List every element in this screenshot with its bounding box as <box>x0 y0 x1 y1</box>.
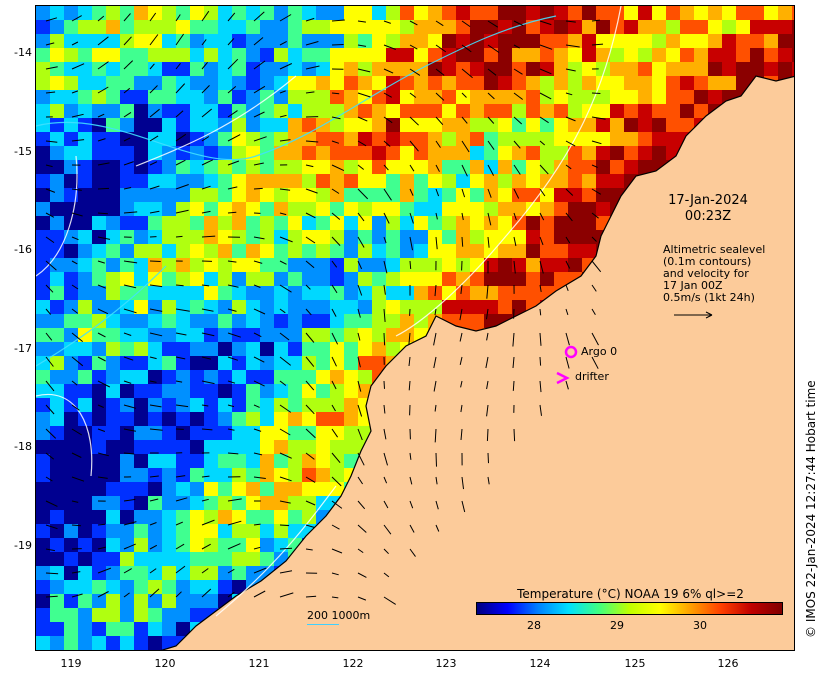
credit-text: © IMOS 22-Jan-2024 12:27:44 Hobart time <box>804 380 818 638</box>
lat-label-19: -19 <box>14 539 32 552</box>
note-line: 0.5m/s (1kt 24h) <box>663 291 755 304</box>
colorbar-title: Temperature (°C) NOAA 19 6% ql>=2 <box>517 587 744 601</box>
note-line: Altimetric sealevel <box>663 243 766 256</box>
depth-scale-line <box>307 624 339 625</box>
date-title: 17-Jan-2024 00:23Z <box>648 193 768 225</box>
reference-vector <box>674 311 713 319</box>
lon-label-124: 124 <box>529 657 551 670</box>
drifter-label: drifter <box>575 370 609 383</box>
cyan-contours <box>36 15 557 367</box>
lon-label-121: 121 <box>248 657 270 670</box>
lon-label-119: 119 <box>60 657 82 670</box>
drifter-icon <box>556 371 570 385</box>
altimetry-note: Altimetric sealevel (0.1m contours) and … <box>663 244 765 304</box>
lon-label-120: 120 <box>154 657 176 670</box>
lon-label-126: 126 <box>717 657 739 670</box>
colorbar-tick-28: 28 <box>527 619 541 632</box>
date-line: 17-Jan-2024 <box>668 193 748 208</box>
colorbar-tick-30: 30 <box>693 619 707 632</box>
argo-icon <box>564 345 578 359</box>
lon-label-122: 122 <box>342 657 364 670</box>
lat-label-14: -14 <box>14 46 32 59</box>
land-mass <box>160 75 794 650</box>
colorbar-tick-29: 29 <box>610 619 624 632</box>
lat-label-17: -17 <box>14 342 32 355</box>
sea-level-contours <box>36 6 622 617</box>
note-line: and velocity for <box>663 267 749 280</box>
lon-label-125: 125 <box>624 657 646 670</box>
time-line: 00:23Z <box>684 209 732 224</box>
argo-label: Argo 0 <box>581 345 618 358</box>
lat-label-16: -16 <box>14 243 32 256</box>
sst-map[interactable] <box>35 5 795 651</box>
note-line: (0.1m contours) <box>663 255 752 268</box>
map-canvas <box>36 6 794 650</box>
lon-label-123: 123 <box>435 657 457 670</box>
lat-label-18: -18 <box>14 440 32 453</box>
lat-label-15: -15 <box>14 145 32 158</box>
note-line: 17 Jan 00Z <box>663 279 723 292</box>
depth-scale-label: 200 1000m <box>307 609 371 622</box>
temperature-colorbar <box>476 602 783 615</box>
velocity-vectors <box>45 10 606 605</box>
